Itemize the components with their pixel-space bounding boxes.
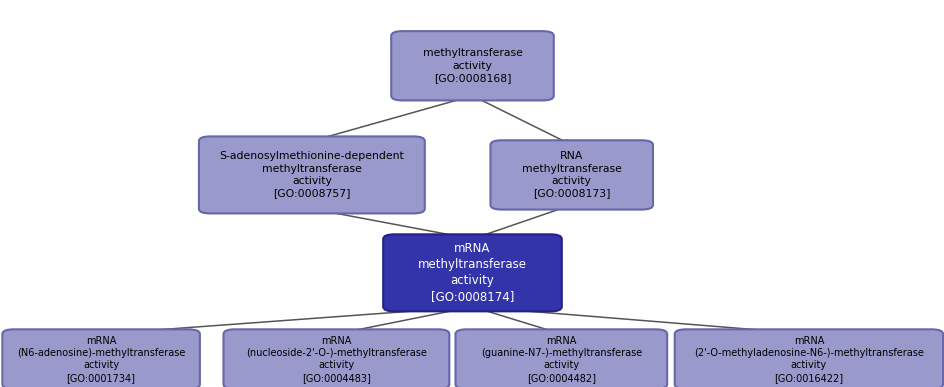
Text: methyltransferase
activity
[GO:0008168]: methyltransferase activity [GO:0008168]: [422, 48, 522, 83]
Text: mRNA
(nucleoside-2'-O-)-methyltransferase
activity
[GO:0004483]: mRNA (nucleoside-2'-O-)-methyltransferas…: [245, 336, 427, 383]
Text: RNA
methyltransferase
activity
[GO:0008173]: RNA methyltransferase activity [GO:00081…: [521, 151, 621, 199]
FancyBboxPatch shape: [455, 329, 666, 387]
FancyBboxPatch shape: [223, 329, 448, 387]
Text: mRNA
methyltransferase
activity
[GO:0008174]: mRNA methyltransferase activity [GO:0008…: [417, 242, 527, 303]
FancyBboxPatch shape: [490, 140, 652, 210]
Text: mRNA
(2'-O-methyladenosine-N6-)-methyltransferase
activity
[GO:0016422]: mRNA (2'-O-methyladenosine-N6-)-methyltr…: [693, 336, 923, 383]
FancyBboxPatch shape: [383, 235, 561, 311]
FancyBboxPatch shape: [674, 329, 942, 387]
FancyBboxPatch shape: [391, 31, 553, 101]
FancyBboxPatch shape: [2, 329, 200, 387]
Text: mRNA
(N6-adenosine)-methyltransferase
activity
[GO:0001734]: mRNA (N6-adenosine)-methyltransferase ac…: [17, 336, 185, 383]
FancyBboxPatch shape: [198, 137, 425, 214]
Text: mRNA
(guanine-N7-)-methyltransferase
activity
[GO:0004482]: mRNA (guanine-N7-)-methyltransferase act…: [480, 336, 641, 383]
Text: S-adenosylmethionine-dependent
methyltransferase
activity
[GO:0008757]: S-adenosylmethionine-dependent methyltra…: [219, 151, 404, 199]
